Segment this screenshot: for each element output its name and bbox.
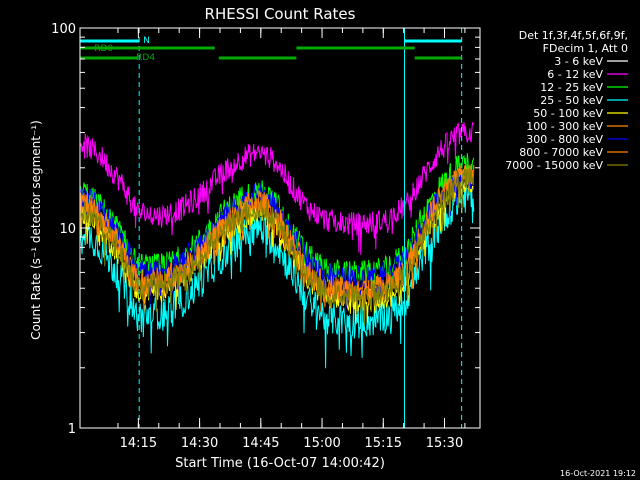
x-tick-label: 14:30: [181, 436, 218, 451]
legend-entry-label: 6 - 12 keV: [547, 68, 603, 81]
x-axis-label: Start Time (16-Oct-07 14:00:42): [175, 456, 385, 471]
series-line-8: [79, 166, 475, 326]
annotation-label-rd4: RD4: [136, 53, 155, 63]
series-layer: [79, 121, 475, 369]
y-tick-label: 100: [51, 22, 76, 37]
annotation-label-rd0: RD0: [94, 44, 113, 54]
legend-entry-label: 3 - 6 keV: [554, 55, 603, 68]
x-tick-label: 15:30: [426, 436, 463, 451]
x-tick-label: 14:45: [242, 436, 279, 451]
y-tick-label: 10: [59, 222, 76, 237]
x-tick-label: 14:15: [120, 436, 157, 451]
series-line-1: [79, 121, 475, 255]
legend-entry-label: 7000 - 15000 keV: [505, 159, 603, 172]
axes-layer: 1 10 100 14:15 14:30 14:45 15:00 15:15 15:30: [51, 22, 481, 451]
y-tick-label: 1: [68, 422, 76, 437]
legend-entry-label: 800 - 7000 keV: [519, 146, 603, 159]
y-axis-label: Count Rate (s⁻¹ detector segment⁻¹): [29, 120, 43, 340]
legend-entry-label: 12 - 25 keV: [540, 81, 603, 94]
chart-title: RHESSI Count Rates: [205, 5, 356, 23]
annotation-label-n: N: [143, 36, 150, 46]
legend-header-line: FDecim 1, Att 0: [543, 42, 628, 55]
legend: Det 1f,3f,4f,5f,6f,9f,FDecim 1, Att 03 -…: [505, 29, 628, 172]
x-tick-label: 15:00: [303, 436, 340, 451]
legend-entry-label: 100 - 300 keV: [526, 120, 603, 133]
legend-entry-label: 25 - 50 keV: [540, 94, 603, 107]
legend-header-line: Det 1f,3f,4f,5f,6f,9f,: [519, 29, 628, 42]
legend-entry-label: 50 - 100 keV: [533, 107, 603, 120]
x-tick-label: 15:15: [365, 436, 402, 451]
legend-entry-label: 300 - 800 keV: [526, 133, 603, 146]
footer-timestamp: 16-Oct-2021 19:12: [560, 469, 636, 478]
